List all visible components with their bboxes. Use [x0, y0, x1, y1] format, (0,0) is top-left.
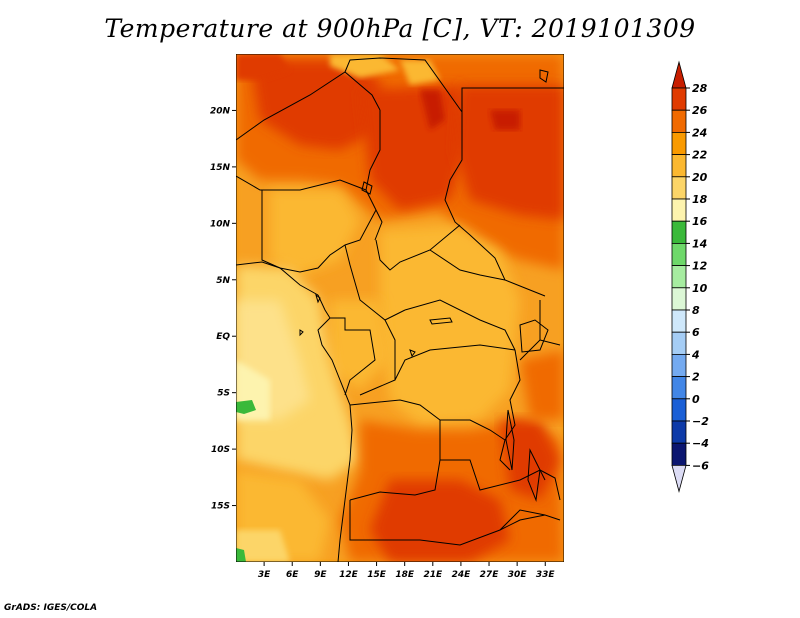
lat-tick-label: 20N: [210, 106, 231, 116]
colorbar-label: 16: [692, 215, 708, 228]
lon-tick-label: 9E: [314, 570, 327, 580]
lat-tick-label: 5N: [216, 276, 230, 286]
lon-tick-label: 3E: [258, 570, 271, 580]
colorbar-swatch: [671, 353, 687, 377]
colorbar-label: 2: [692, 371, 700, 384]
colorbar-swatch: [671, 131, 687, 155]
lat-tick-label: EQ: [216, 332, 230, 342]
lat-tick-label: 15N: [210, 163, 231, 173]
colorbar-label: −2: [692, 415, 709, 428]
colorbar-swatch: [671, 309, 687, 333]
colorbar-swatch: [671, 287, 687, 311]
colorbar-swatch: [671, 420, 687, 444]
country-borders: [236, 57, 564, 562]
lon-tick-label: 21E: [423, 570, 443, 580]
map-title: Temperature at 900hPa [C], VT: 201910130…: [104, 14, 696, 43]
colorbar-swatch: [671, 109, 687, 133]
credit-label: GrADS: IGES/COLA: [4, 603, 98, 613]
colorbar-label: 10: [692, 282, 708, 295]
colorbar-bottom-arrow: [671, 465, 687, 493]
colorbar-swatch: [671, 398, 687, 422]
lon-tick-label: 12E: [339, 570, 359, 580]
lon-tick-label: 18E: [395, 570, 415, 580]
lon-tick-label: 24E: [452, 570, 472, 580]
colorbar-label: 4: [691, 348, 700, 361]
colorbar-label: 12: [692, 260, 708, 273]
colorbar-swatch: [671, 154, 687, 178]
colorbar-label: −6: [692, 459, 709, 472]
lon-tick-label: 15E: [367, 570, 387, 580]
map-axes: 20N 15N 10N 5N EQ 5S 10S 15S 3E 6E 9E 12E 15E 18E 21E 2…: [210, 106, 556, 580]
colorbar-swatch: [671, 220, 687, 244]
lon-tick-label: 33E: [536, 570, 556, 580]
colorbar-label: 6: [692, 326, 700, 339]
colorbar-label: 26: [692, 104, 708, 117]
lat-tick-label: 5S: [217, 389, 230, 399]
colorbar-swatch: [671, 265, 687, 289]
colorbar-swatch: [671, 331, 687, 355]
colorbar-swatch: [671, 87, 687, 111]
temperature-field: [236, 54, 564, 562]
colorbar-label: 18: [692, 193, 708, 206]
colorbar-swatch: [671, 376, 687, 400]
colorbar-label: 0: [692, 393, 700, 406]
colorbar-label: 14: [692, 237, 707, 250]
lon-tick-label: 6E: [286, 570, 299, 580]
colorbar-swatch: [671, 176, 687, 200]
lat-tick-label: 15S: [211, 502, 230, 512]
lon-tick-label: 27E: [480, 570, 500, 580]
colorbar-swatch: [671, 242, 687, 266]
colorbar-swatch: [671, 198, 687, 222]
colorbar-label: 8: [692, 304, 700, 317]
lat-tick-label: 10N: [210, 219, 231, 229]
colorbar-label: 22: [692, 149, 708, 162]
colorbar-label: 20: [692, 171, 708, 184]
colorbar-label: 24: [692, 126, 707, 139]
lat-tick-label: 10S: [211, 445, 230, 455]
colorbar-top-arrow: [671, 60, 687, 89]
colorbar-label: −4: [692, 437, 709, 450]
colorbar-label: 28: [692, 82, 708, 95]
lon-tick-label: 30E: [508, 570, 528, 580]
colorbar-swatch: [671, 442, 687, 466]
